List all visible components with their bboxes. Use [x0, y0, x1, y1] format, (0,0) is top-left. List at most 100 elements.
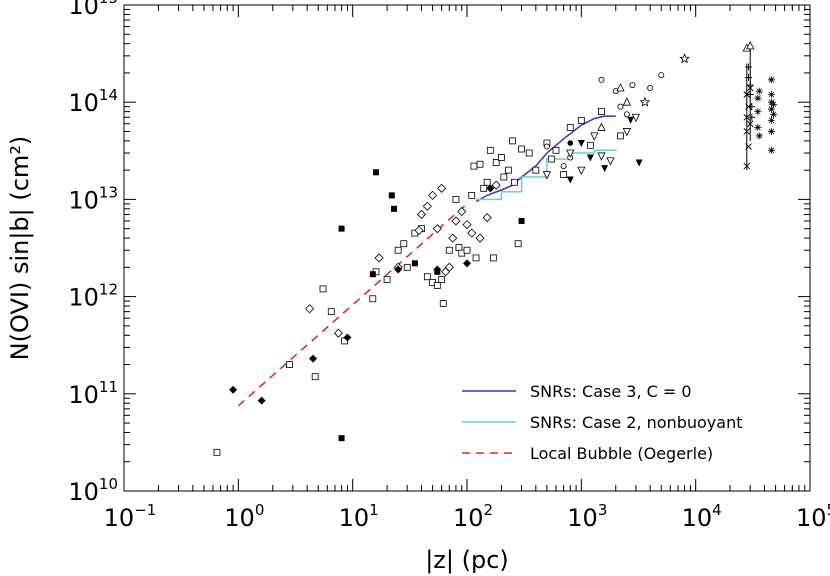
x-tick-label-exponent: 4 — [712, 501, 722, 519]
data-point — [369, 271, 376, 278]
x-tick-label: 103 — [567, 501, 607, 532]
legend-label-1: SNRs: Case 2, nonbuoyant — [530, 413, 743, 432]
x-tick-label: 105 — [796, 501, 830, 532]
data-point — [504, 166, 512, 174]
y-tick-label-base: 10 — [68, 89, 99, 117]
data-point — [679, 53, 690, 64]
data-point — [486, 146, 494, 154]
data-point — [305, 304, 315, 314]
data-point — [746, 120, 754, 128]
data-point — [448, 233, 458, 243]
data-point — [745, 63, 753, 71]
data-point — [514, 240, 522, 248]
data-point — [467, 228, 477, 238]
data-point — [400, 240, 408, 248]
data-point — [437, 183, 447, 193]
data-point — [627, 116, 635, 124]
data-point — [432, 224, 442, 234]
x-tick-label-base: 10 — [567, 504, 598, 532]
data-point — [748, 103, 756, 111]
x-tick-label-exponent: 1 — [369, 501, 379, 519]
x-tick-label: 10−1 — [104, 501, 157, 532]
y-tick-labels: 101010111012101310141015 — [68, 0, 118, 506]
data-point — [391, 205, 398, 212]
data-point — [658, 72, 665, 79]
data-point — [452, 195, 460, 203]
data-point — [457, 206, 467, 217]
x-tick-label-exponent: 3 — [598, 501, 608, 519]
data-point — [767, 76, 775, 84]
data-point — [552, 146, 560, 154]
data-point — [476, 160, 484, 168]
x-tick-label: 101 — [339, 501, 379, 532]
data-point — [229, 385, 238, 394]
data-point — [338, 225, 345, 232]
y-tick-label-exponent: 14 — [99, 86, 118, 104]
x-tick-label-base: 10 — [339, 504, 370, 532]
data-point — [489, 254, 497, 262]
data-point — [622, 128, 631, 137]
data-point — [492, 159, 500, 166]
data-point — [445, 246, 453, 254]
data-point — [416, 209, 427, 220]
data-point — [411, 260, 418, 267]
data-point — [343, 333, 352, 342]
data-point — [577, 166, 586, 176]
data-point — [601, 165, 609, 173]
x-tick-label-base: 10 — [796, 504, 827, 532]
data-point — [560, 171, 568, 178]
data-point — [483, 178, 491, 186]
data-point — [566, 124, 574, 131]
x-tick-label-base: 10 — [224, 504, 255, 532]
data-point — [486, 184, 495, 193]
data-point — [311, 373, 319, 381]
data-point — [622, 97, 631, 106]
data-point — [475, 233, 485, 243]
x-tick-labels: 10−1100101102103104105 — [104, 501, 830, 532]
x-tick-label: 102 — [453, 501, 493, 532]
data-point — [548, 155, 556, 163]
data-point — [770, 100, 778, 108]
y-tick-label: 1015 — [68, 0, 118, 20]
y-tick-label: 1011 — [68, 378, 118, 409]
data-point — [470, 162, 478, 170]
data-point — [369, 295, 377, 303]
legend-label-2: Local Bubble (Oegerle) — [530, 444, 713, 463]
data-point — [480, 184, 488, 192]
data-point — [511, 178, 518, 186]
data-point — [374, 253, 384, 263]
data-point — [428, 190, 438, 200]
data-point — [767, 127, 775, 135]
data-point — [617, 103, 624, 110]
data-point — [754, 94, 762, 102]
series-line-0 — [475, 115, 616, 203]
data-point — [639, 96, 651, 107]
data-point — [394, 265, 403, 274]
data-point — [767, 91, 775, 99]
y-tick-label: 1012 — [68, 281, 118, 312]
data-point — [491, 180, 501, 190]
data-point — [743, 113, 751, 121]
data-point — [414, 225, 424, 235]
data-point — [586, 141, 594, 149]
x-tick-label: 104 — [682, 501, 722, 532]
y-tick-label-base: 10 — [68, 284, 99, 312]
data-point — [597, 122, 606, 131]
data-point — [770, 110, 778, 118]
x-tick-label-exponent: 2 — [484, 501, 494, 519]
data-point — [754, 108, 762, 116]
data-point — [338, 435, 345, 442]
x-tick-label: 100 — [224, 501, 264, 532]
data-point — [542, 171, 552, 180]
data-point — [309, 354, 318, 363]
x-axis-title: |z| (pc) — [425, 546, 509, 574]
data-point — [422, 201, 432, 211]
data-point — [383, 276, 391, 283]
data-point — [394, 246, 402, 254]
data-point — [743, 162, 751, 170]
data-point — [617, 132, 624, 140]
data-point — [543, 143, 550, 150]
data-point — [598, 76, 605, 83]
data-point — [257, 396, 266, 405]
